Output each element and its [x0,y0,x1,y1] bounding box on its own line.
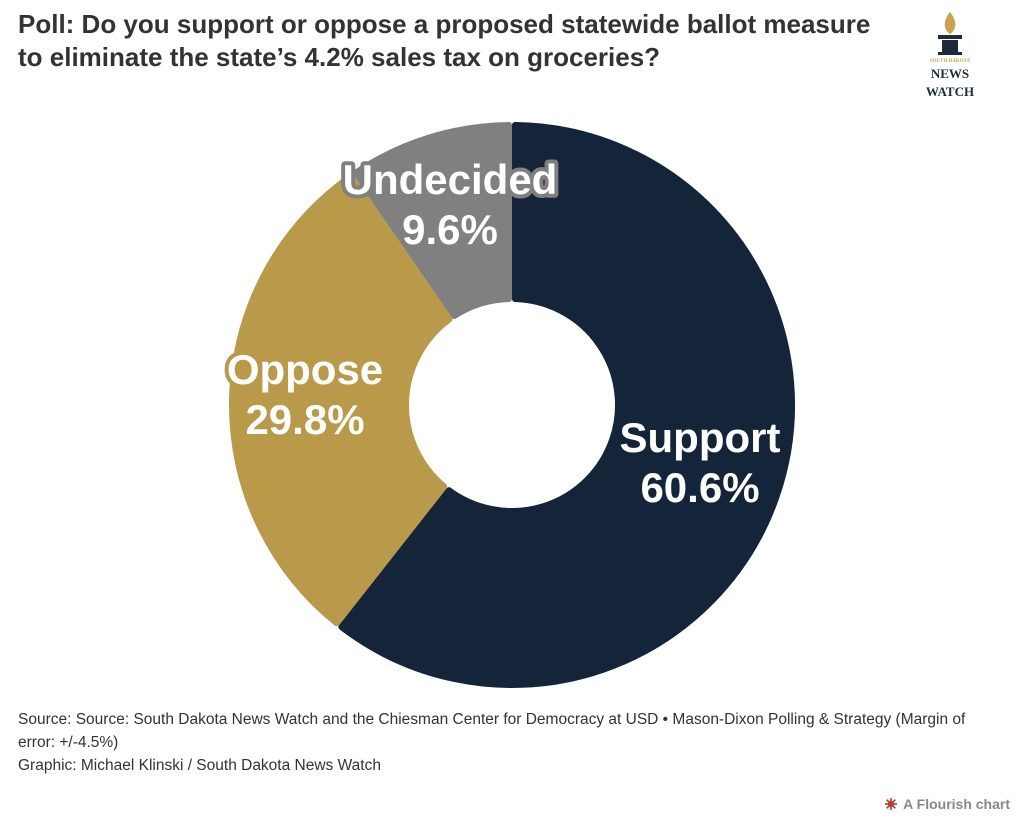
flourish-burst-icon [885,798,898,810]
torch-icon: SOUTH DAKOTA NEWS WATCH [926,12,974,99]
slice-label-oppose: Oppose [227,346,383,393]
chart-title: Poll: Do you support or oppose a propose… [18,9,871,72]
slice-value-oppose: 29.8% [245,396,364,443]
slice-value-undecided: 9.6% [402,206,498,253]
footer: Source: Source: South Dakota News Watch … [18,708,998,777]
slice-support [338,122,795,688]
svg-text:WATCH: WATCH [926,84,974,99]
slice-label-support: Support [620,414,781,461]
svg-text:NEWS: NEWS [931,66,969,81]
slice-undecided [352,122,512,320]
slice-value-support: 60.6% [640,464,759,511]
graphic-credit: Graphic: Michael Klinski / South Dakota … [18,757,381,774]
slice-oppose [229,173,453,627]
slice-label-undecided: Undecided [343,156,558,203]
flourish-label: A Flourish chart [903,796,1010,812]
source-note: Source: Source: South Dakota News Watch … [18,711,966,751]
flourish-credit-link[interactable]: A Flourish chart [884,796,1010,812]
news-watch-logo: SOUTH DAKOTA NEWS WATCH [918,10,982,100]
svg-text:SOUTH DAKOTA: SOUTH DAKOTA [930,59,971,64]
